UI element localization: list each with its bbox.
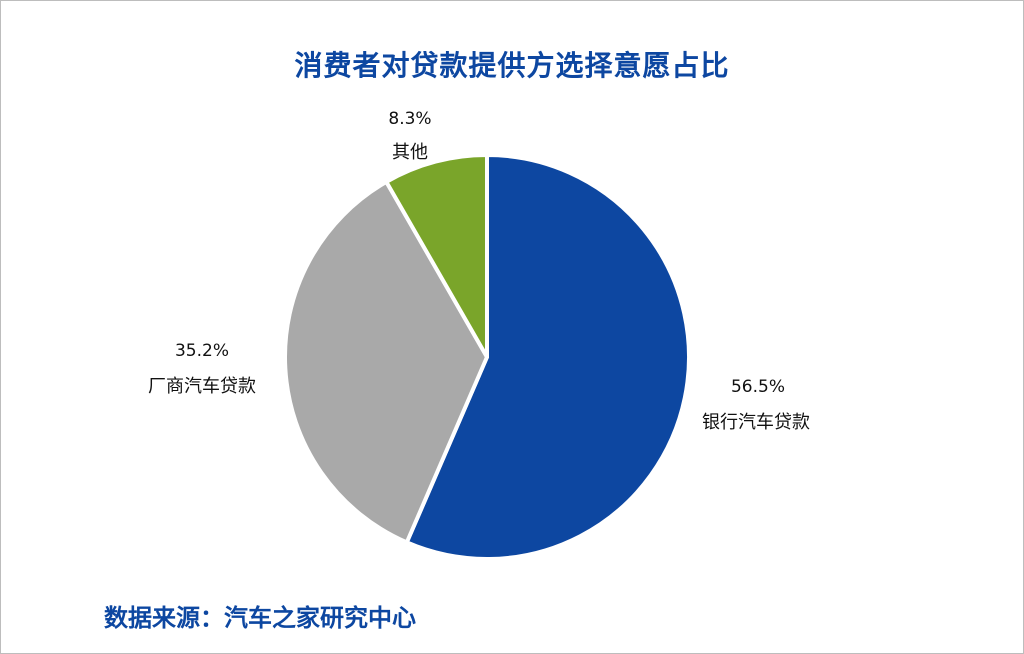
slice-percent-label: 56.5% (731, 377, 785, 397)
slice-percent-label: 8.3% (388, 109, 431, 129)
chart-title: 消费者对贷款提供方选择意愿占比 (294, 49, 730, 82)
data-source-note: 数据来源：汽车之家研究中心 (104, 604, 416, 632)
pie-slice (404, 153, 691, 561)
slice-category-label: 银行汽车贷款 (702, 412, 810, 433)
pie-slice (384, 153, 489, 359)
slice-percent-label: 35.2% (175, 341, 229, 361)
slice-category-label: 其他 (392, 142, 428, 163)
slice-category-label: 厂商汽车贷款 (148, 376, 256, 397)
